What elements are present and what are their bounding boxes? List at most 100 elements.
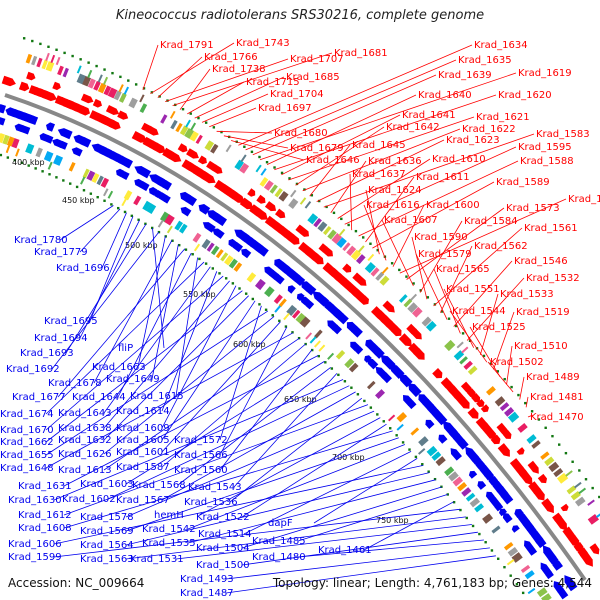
feature-block xyxy=(524,570,535,580)
feature-block xyxy=(11,138,20,149)
gene-arrow xyxy=(117,110,129,120)
tick-marks xyxy=(0,37,600,595)
page-title: Kineococcus radiotolerans SRS30216, comp… xyxy=(115,8,485,23)
gene-label: Krad_1614 xyxy=(116,406,170,417)
track-dot xyxy=(95,64,98,68)
scale-label: 450 kbp xyxy=(62,196,95,205)
feature-block xyxy=(288,198,299,210)
track-dot xyxy=(382,420,385,423)
feature-block xyxy=(31,55,38,66)
track-dot xyxy=(440,310,444,313)
feature-block xyxy=(118,84,124,93)
feature-block xyxy=(93,80,101,91)
gene-arrow xyxy=(211,164,223,174)
gene-arrow xyxy=(496,422,508,436)
feature-block xyxy=(314,329,323,339)
gene-arrow xyxy=(26,71,36,81)
feature-block xyxy=(309,336,317,344)
track-dot xyxy=(426,296,430,299)
gene-label: Krad_1519 xyxy=(516,307,570,318)
track-dot xyxy=(220,130,223,134)
feature-block xyxy=(15,148,20,157)
gene-label: Krad_1663 xyxy=(92,362,146,373)
gene-arrow xyxy=(247,188,256,197)
feature-block xyxy=(107,87,118,99)
feature-block xyxy=(184,127,195,139)
gene-label: Krad_1573 xyxy=(506,203,560,214)
feature-block xyxy=(453,350,465,361)
track-dot xyxy=(89,192,93,195)
leader-line xyxy=(179,68,211,110)
track-dot xyxy=(412,282,415,285)
leader-line xyxy=(53,508,460,558)
leader-line xyxy=(302,128,461,192)
feature-block xyxy=(220,252,229,262)
track-dot xyxy=(557,443,561,446)
track-dot xyxy=(82,189,86,192)
gene-label: Krad_1638 xyxy=(58,423,112,434)
leader-line xyxy=(45,275,224,431)
feature-block xyxy=(102,76,109,85)
gene-label: Krad_1680 xyxy=(274,128,328,139)
leader-line xyxy=(187,81,245,115)
track-dot xyxy=(598,495,600,499)
feature-block xyxy=(190,122,197,131)
feature-block xyxy=(527,587,536,595)
gene-arrow xyxy=(480,404,489,413)
leader-line xyxy=(161,271,218,412)
feature-block xyxy=(370,267,380,277)
gene-arrow xyxy=(42,90,57,102)
feature-block xyxy=(448,471,459,482)
gene-arrow xyxy=(17,125,31,135)
track-dot xyxy=(303,188,306,191)
leader-line xyxy=(363,501,454,551)
track-dot xyxy=(204,121,208,124)
leader-line xyxy=(449,310,488,363)
track-dot xyxy=(362,236,365,239)
gene-arrow xyxy=(477,481,487,490)
scale-label: 700 kbp xyxy=(332,453,365,462)
track-dot xyxy=(530,410,534,413)
track-dot xyxy=(515,583,519,586)
feature-block xyxy=(278,190,289,202)
track-dot xyxy=(389,427,392,430)
leader-line xyxy=(349,173,353,231)
gene-label: Krad_1563 xyxy=(80,554,134,565)
gene-label: Krad_1648 xyxy=(0,463,54,474)
gene-arrow xyxy=(80,93,94,104)
track-dot xyxy=(34,167,37,170)
feature-block xyxy=(179,125,189,136)
track-dot xyxy=(39,42,42,46)
feature-block xyxy=(474,503,485,513)
gene-label: Krad_1743 xyxy=(236,38,290,49)
feature-block xyxy=(511,552,523,563)
track-dot xyxy=(340,217,343,221)
leader-line xyxy=(316,139,445,202)
feature-block xyxy=(540,451,550,460)
gene-label: Krad_1600 xyxy=(426,200,480,211)
genome-summary: Topology: linear; Length: 4,761,183 bp; … xyxy=(272,576,592,590)
leader-line xyxy=(79,208,121,253)
feature-block xyxy=(5,144,11,154)
leader-line xyxy=(187,444,406,530)
track-dot xyxy=(189,112,192,115)
gene-label: dapF xyxy=(268,518,293,529)
track-dot xyxy=(198,257,201,261)
track-dot xyxy=(310,194,314,197)
gene-label: Krad_1560 xyxy=(174,465,228,476)
feature-block xyxy=(224,255,234,266)
track-dot xyxy=(280,171,284,175)
feature-block xyxy=(556,472,569,484)
track-dot xyxy=(446,493,449,496)
leader-lines xyxy=(45,42,567,594)
feature-block xyxy=(507,546,519,557)
track-dot xyxy=(471,524,475,528)
genome-backbone xyxy=(4,93,587,582)
feature-block xyxy=(410,427,420,436)
leader-line xyxy=(125,437,399,532)
gene-label: Krad_1622 xyxy=(462,124,516,135)
gene-arrow xyxy=(545,571,554,580)
feature-block xyxy=(410,293,418,301)
scale-label: 750 kbp xyxy=(376,516,409,525)
